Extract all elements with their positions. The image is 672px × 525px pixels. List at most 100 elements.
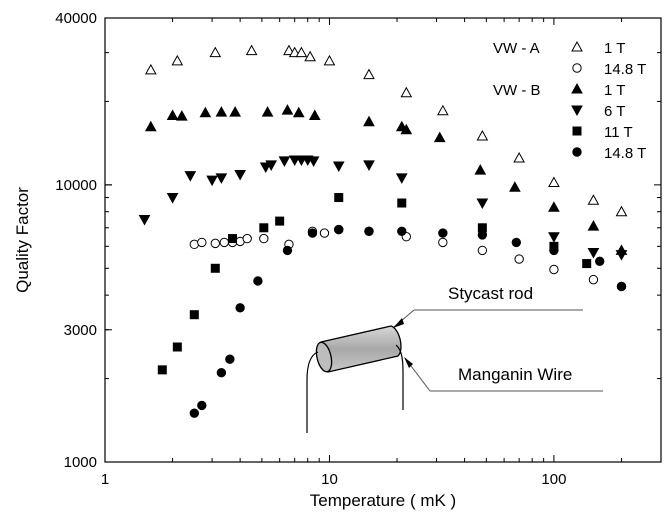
data-point (242, 233, 252, 244)
legend-label: 14.8 T (604, 145, 646, 162)
data-point (283, 44, 295, 56)
plot-frame (104, 17, 662, 463)
data-points (138, 44, 628, 418)
data-point (400, 123, 413, 135)
data-point (549, 264, 559, 275)
data-point (292, 106, 305, 118)
data-point (166, 193, 179, 204)
data-point (209, 46, 222, 58)
x-tick-label: 1 (101, 471, 109, 488)
data-point (172, 342, 182, 352)
data-point (278, 156, 291, 167)
legend-marker (571, 105, 583, 117)
data-point (219, 237, 229, 248)
legend-label: 6 T (604, 103, 625, 120)
series-5 (189, 224, 627, 418)
data-point (189, 310, 199, 320)
data-point (210, 238, 220, 249)
legend: VW - A VW - B 1 T 14.8 T 1 T 6 T 11 T 14.8 T (493, 40, 646, 162)
data-point (364, 226, 374, 236)
stycast-rod-label: Stycast rod (448, 284, 533, 303)
data-point (615, 205, 628, 217)
data-point (206, 175, 218, 187)
data-point (199, 106, 212, 118)
data-point (513, 151, 525, 163)
data-point (259, 233, 269, 244)
data-point (275, 216, 285, 226)
data-point (477, 230, 488, 240)
legend-label: 1 T (604, 82, 625, 99)
legend-marker (572, 63, 582, 73)
data-point (282, 245, 293, 256)
data-point (436, 104, 449, 116)
manganin-wire-label: Manganin Wire (458, 365, 572, 384)
data-point (210, 263, 220, 273)
data-point (166, 109, 179, 120)
data-point (438, 237, 448, 248)
data-point (216, 367, 227, 378)
data-point (476, 198, 489, 210)
data-point (363, 115, 375, 127)
data-point (197, 400, 207, 411)
x-tick-label: 100 (541, 471, 566, 488)
stycast-arrowhead (393, 318, 404, 328)
data-point (397, 226, 407, 236)
inset-resonator-drawing: Stycast rod Manganin Wire (306, 284, 603, 433)
data-point (395, 173, 408, 184)
data-point (433, 131, 446, 143)
data-point (514, 254, 524, 264)
y-tick-label: 10000 (55, 177, 97, 194)
data-point (144, 63, 157, 75)
axis-ticks (104, 17, 662, 463)
tick-labels: 1 10 100 1000 3000 10000 40000 (55, 10, 566, 488)
data-point (304, 50, 316, 62)
data-point (176, 110, 188, 121)
data-point (295, 46, 308, 58)
data-point (319, 228, 330, 238)
manganin-wire-right (395, 344, 404, 410)
y-tick-label: 1000 (64, 454, 97, 471)
x-axis-label: Temperature ( mK ) (310, 491, 456, 510)
data-point (476, 130, 489, 141)
data-point (363, 68, 375, 80)
y-tick-label: 3000 (64, 322, 97, 339)
data-point (509, 181, 521, 192)
data-point (548, 232, 560, 243)
data-point (229, 106, 241, 117)
data-point (582, 259, 592, 269)
data-point (323, 54, 336, 66)
data-point (595, 256, 605, 266)
wire-arrowhead (404, 357, 413, 368)
data-point (261, 106, 274, 117)
data-point (334, 193, 344, 203)
y-axis-label: Quality Factor (13, 187, 32, 293)
data-point (253, 276, 263, 286)
data-point (549, 245, 559, 256)
data-point (438, 228, 448, 238)
data-point (587, 194, 600, 205)
series-0 (144, 44, 628, 217)
y-tick-label: 40000 (55, 10, 97, 27)
data-point (588, 274, 599, 285)
data-point (215, 173, 228, 184)
data-point (548, 201, 560, 212)
legend-label: 14.8 T (604, 61, 646, 78)
data-point (157, 365, 167, 375)
data-point (477, 245, 488, 256)
legend-group-label: VW - A (493, 40, 540, 57)
data-point (245, 44, 258, 56)
x-tick-label: 10 (321, 471, 338, 488)
series-3 (138, 155, 628, 261)
data-point (332, 161, 345, 172)
legend-label: 1 T (604, 40, 625, 57)
data-point (171, 54, 184, 66)
data-point (144, 120, 157, 132)
legend-marker (571, 40, 583, 52)
legend-marker (572, 147, 582, 157)
legend-group-label: VW - B (493, 82, 541, 99)
data-point (259, 223, 269, 233)
legend-marker (571, 82, 583, 94)
data-point (307, 228, 318, 238)
data-point (281, 104, 294, 115)
